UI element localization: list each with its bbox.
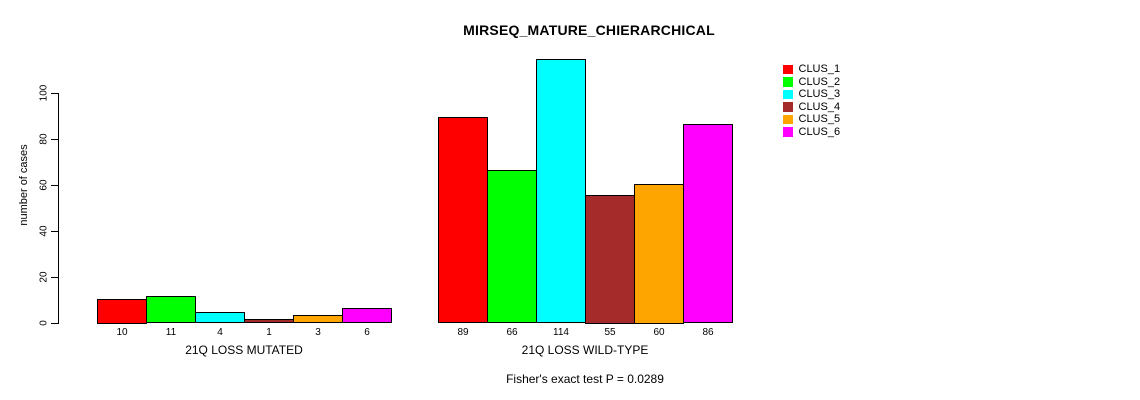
- legend-item: CLUS_5: [783, 113, 840, 126]
- y-axis-line: [58, 92, 59, 324]
- legend-label: CLUS_1: [798, 63, 841, 76]
- bar-clus_6-group1: [683, 123, 733, 324]
- bar-clus_1-group1: [438, 116, 488, 324]
- bar-value-label: 4: [217, 327, 223, 338]
- legend-swatch-clus_1: [783, 64, 793, 74]
- bar-clus_3-group1: [536, 59, 586, 324]
- x-group-label-mutated: 21Q LOSS MUTATED: [185, 343, 303, 357]
- legend-label: CLUS_2: [798, 75, 841, 88]
- y-axis-tick: [51, 230, 58, 232]
- y-axis-tick: [51, 276, 58, 278]
- legend-swatch-clus_6: [783, 127, 793, 137]
- legend-label: CLUS_6: [798, 125, 841, 138]
- y-axis-tick: [51, 92, 58, 94]
- y-axis-label: number of cases: [18, 144, 30, 226]
- legend-item: CLUS_3: [783, 88, 840, 101]
- x-group-label-wild-type: 21Q LOSS WILD-TYPE: [521, 343, 649, 357]
- bar-value-label: 10: [116, 327, 128, 338]
- bar-clus_2-group0: [146, 296, 196, 324]
- bar-value-label: 60: [653, 327, 665, 338]
- bar-value-label: 86: [702, 327, 714, 338]
- bar-value-label: 114: [553, 327, 569, 338]
- bar-clus_5-group0: [293, 314, 343, 324]
- y-axis-tick: [51, 184, 58, 186]
- bar-value-label: 6: [364, 327, 370, 338]
- bar-value-label: 3: [315, 327, 321, 338]
- bar-value-label: 11: [165, 327, 177, 338]
- bar-value-label: 1: [266, 327, 272, 338]
- y-axis-tick-label: 20: [38, 270, 50, 283]
- legend-item: CLUS_1: [783, 63, 840, 76]
- legend-label: CLUS_4: [798, 100, 841, 113]
- bar-clus_3-group0: [195, 312, 245, 324]
- legend-swatch-clus_3: [783, 89, 793, 99]
- legend-item: CLUS_2: [783, 76, 840, 89]
- y-axis-tick: [51, 322, 58, 324]
- legend-item: CLUS_4: [783, 101, 840, 114]
- legend: CLUS_1 CLUS_2 CLUS_3 CLUS_4 CLUS_5 CLUS_6: [783, 63, 840, 138]
- legend-swatch-clus_4: [783, 102, 793, 112]
- legend-swatch-clus_5: [783, 114, 793, 124]
- bar-clus_6-group0: [342, 307, 392, 324]
- bar-clus_4-group0: [244, 319, 294, 324]
- y-axis-tick-label: 100: [38, 84, 50, 101]
- bar-clus_2-group1: [487, 169, 537, 324]
- bar-value-label: 66: [506, 327, 518, 338]
- legend-label: CLUS_5: [798, 113, 841, 126]
- legend-swatch-clus_2: [783, 77, 793, 87]
- bar-value-label: 55: [604, 327, 616, 338]
- bar-clus_4-group1: [585, 195, 635, 324]
- y-axis-tick-label: 0: [38, 319, 50, 326]
- legend-item: CLUS_6: [783, 126, 840, 139]
- fisher-test-annotation: Fisher's exact test P = 0.0289: [506, 372, 664, 386]
- chart-title: MIRSEQ_MATURE_CHIERARCHICAL: [463, 22, 715, 38]
- bar-value-label: 89: [457, 327, 469, 338]
- y-axis-tick-label: 80: [38, 132, 50, 145]
- bar-clus_5-group1: [634, 183, 684, 324]
- y-axis-tick-label: 40: [38, 224, 50, 237]
- y-axis-tick-label: 60: [38, 178, 50, 191]
- legend-label: CLUS_3: [798, 88, 841, 101]
- y-axis-tick: [51, 138, 58, 140]
- bar-clus_1-group0: [97, 298, 147, 324]
